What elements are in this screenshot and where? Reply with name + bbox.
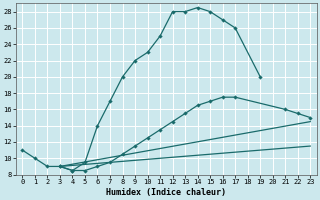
X-axis label: Humidex (Indice chaleur): Humidex (Indice chaleur) [106,188,226,197]
